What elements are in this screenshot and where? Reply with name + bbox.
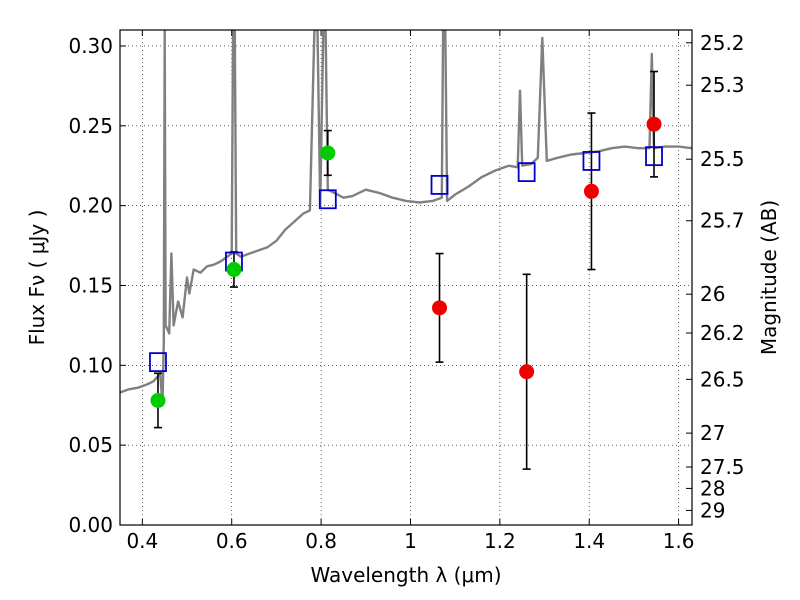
model-photometry-square [430, 174, 449, 195]
magnitude-tick-label: 27.5 [700, 455, 745, 479]
model-photometry-square [149, 352, 167, 373]
y-tick-label: 0.10 [68, 353, 113, 377]
magnitude-tick-label: 25.3 [700, 73, 745, 97]
x-axis-label: Wavelength λ (μm) [310, 563, 501, 587]
magnitude-axis-label: Magnitude (AB) [757, 200, 781, 355]
magnitude-tick-label: 26.5 [700, 367, 745, 391]
non-detection-point [432, 300, 448, 316]
x-tick-label: 0.6 [216, 529, 248, 553]
y-tick-label: 0.15 [68, 273, 113, 297]
y-tick-label: 0.00 [68, 513, 113, 537]
model-photometry-square [645, 146, 663, 167]
model-photometry-square [517, 162, 536, 183]
detection-point [150, 392, 166, 408]
y-tick-label: 0.05 [68, 433, 113, 457]
magnitude-tick-label: 25.2 [700, 31, 745, 55]
magnitude-tick-label: 26 [700, 282, 725, 306]
y-axis-label: Flux Fν ( μJy ) [25, 210, 49, 346]
x-tick-label: 0.4 [126, 529, 158, 553]
x-tick-label: 1.6 [663, 529, 695, 553]
detection-point [320, 145, 336, 161]
detection-point [226, 262, 242, 278]
model-photometry-square [318, 189, 337, 210]
non-detection-point [646, 116, 662, 132]
x-tick-label: 1 [404, 529, 417, 553]
non-detection-point [519, 364, 535, 380]
magnitude-tick-label: 28 [700, 476, 725, 500]
magnitude-tick-label: 27 [700, 421, 725, 445]
model-photometry-square [582, 151, 601, 171]
non-detection-point [583, 183, 599, 199]
y-axis-ticks: 0.00 0.05 0.10 0.15 0.20 0.25 0.30 [68, 34, 126, 537]
x-axis-ticks: 0.4 0.6 0.8 1 1.2 1.4 1.6 [126, 30, 695, 553]
magnitude-tick-label: 29 [700, 498, 725, 522]
spectrum-line [120, 30, 692, 407]
magnitude-tick-label: 25.5 [700, 147, 745, 171]
x-tick-label: 1.4 [573, 529, 605, 553]
data-points [149, 116, 663, 408]
magnitude-tick-label: 26.2 [700, 321, 745, 345]
y-tick-label: 0.25 [68, 114, 113, 138]
model-spectrum [120, 30, 692, 407]
plot-frame [119, 29, 693, 526]
magnitude-tick-label: 25.7 [700, 209, 745, 233]
y-tick-label: 0.20 [68, 194, 113, 218]
grid [120, 30, 692, 526]
y-tick-label: 0.30 [68, 34, 113, 58]
x-tick-label: 1.2 [484, 529, 516, 553]
x-tick-label: 0.8 [305, 529, 337, 553]
